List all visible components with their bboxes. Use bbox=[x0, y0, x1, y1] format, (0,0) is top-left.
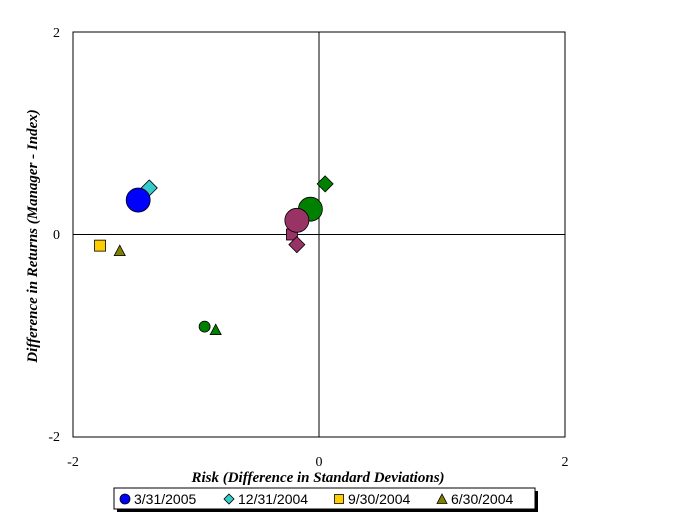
legend-marker-diamond bbox=[223, 493, 235, 505]
data-point-circle-1 bbox=[125, 187, 151, 213]
x-axis-title: Risk (Difference in Standard Deviations) bbox=[190, 470, 444, 486]
legend-marker-circle bbox=[119, 493, 131, 505]
data-point-triangle-1 bbox=[113, 244, 126, 257]
legend-box bbox=[113, 487, 536, 510]
legend-marker-triangle bbox=[436, 493, 448, 504]
legend-marker-square bbox=[334, 494, 344, 504]
x-tick-middle: 0 bbox=[316, 455, 323, 470]
data-point-circle-3 bbox=[284, 207, 310, 233]
data-point-triangle-2 bbox=[209, 323, 222, 336]
data-point-diamond-2 bbox=[316, 175, 334, 193]
legend: 3/31/2005 12/31/2004 9/30/2004 6/30/2004 bbox=[113, 487, 538, 512]
legend-label: 6/30/2004 bbox=[451, 491, 513, 507]
legend-label: 3/31/2005 bbox=[134, 491, 196, 507]
y-axis-title: Difference in Returns (Manager - Index) bbox=[25, 109, 41, 363]
y-tick-middle: 0 bbox=[53, 228, 60, 243]
data-points bbox=[94, 175, 334, 336]
data-point-diamond-3 bbox=[288, 236, 306, 254]
legend-label: 12/31/2004 bbox=[238, 491, 308, 507]
y-tick-top: 2 bbox=[53, 26, 60, 41]
x-tick-right: 2 bbox=[562, 455, 569, 470]
data-point-circle-4 bbox=[198, 320, 211, 333]
data-point-square-1 bbox=[94, 239, 106, 252]
x-tick-left: -2 bbox=[67, 455, 79, 470]
legend-items: 3/31/2005 12/31/2004 9/30/2004 6/30/2004 bbox=[119, 491, 513, 507]
legend-label: 9/30/2004 bbox=[348, 491, 410, 507]
y-tick-bottom: -2 bbox=[48, 430, 60, 445]
